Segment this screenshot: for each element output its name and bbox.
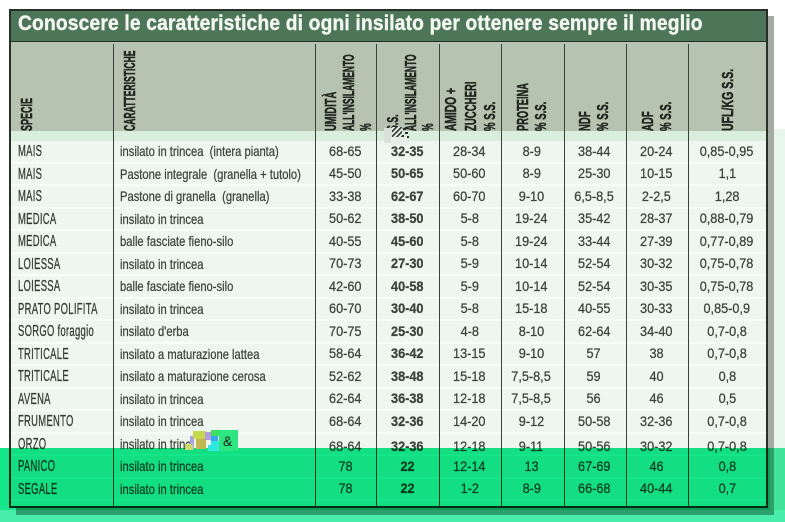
svg-text:&: & bbox=[223, 433, 233, 449]
